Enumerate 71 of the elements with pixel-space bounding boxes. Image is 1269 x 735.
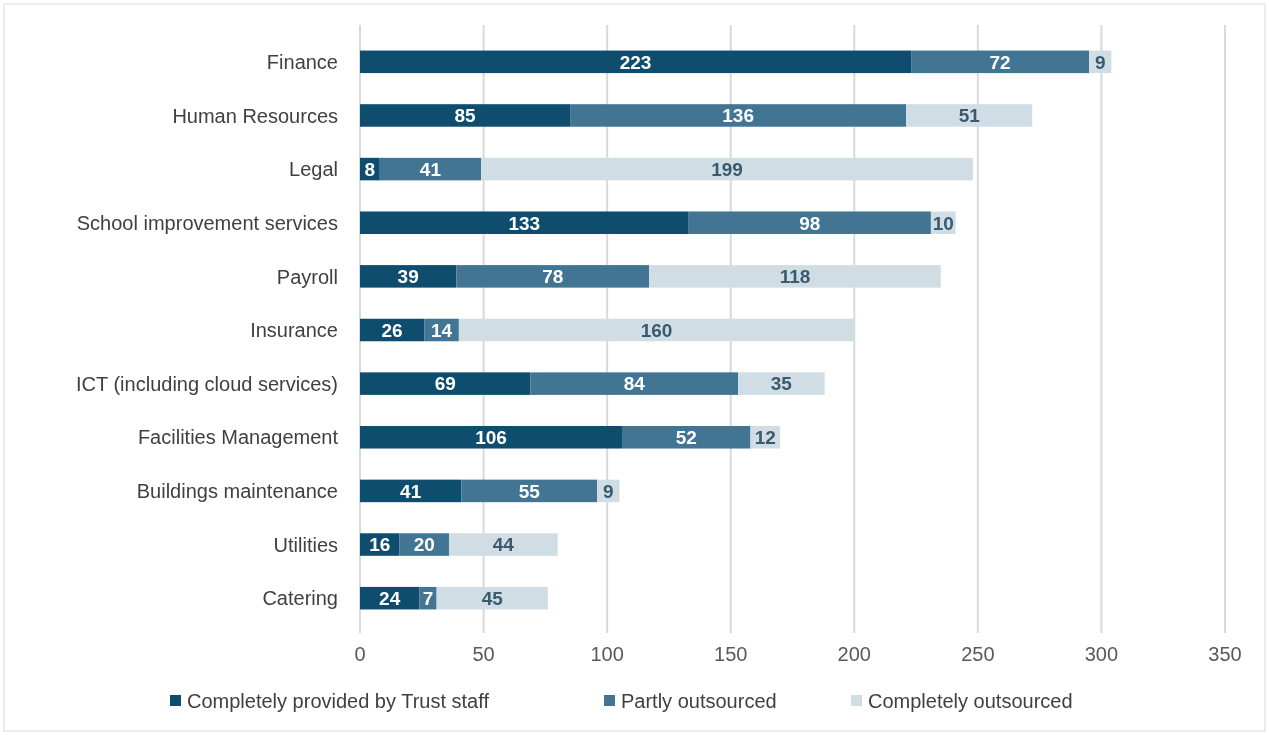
data-label: 84	[623, 373, 646, 395]
data-label: 24	[379, 588, 401, 610]
bar	[738, 372, 825, 395]
data-label: 8	[364, 158, 376, 180]
bar	[360, 50, 912, 74]
legend-label: Completely provided by Trust staff	[187, 690, 490, 713]
x-tick-label: 100	[590, 643, 624, 665]
bar	[360, 372, 531, 395]
data-label: 9	[1094, 51, 1106, 73]
data-label: 98	[799, 212, 821, 234]
bar	[688, 211, 931, 234]
data-label: 199	[711, 158, 743, 180]
y-tick-label: Facilities Management	[137, 426, 339, 449]
bar	[570, 104, 907, 127]
data-label: 118	[779, 266, 811, 288]
data-label: 85	[454, 105, 477, 127]
bar	[360, 211, 689, 234]
bar	[360, 265, 457, 288]
bar	[456, 265, 650, 288]
data-label: 39	[397, 266, 419, 288]
data-label: 10	[932, 212, 954, 234]
data-label: 52	[675, 427, 697, 449]
data-label: 7	[422, 588, 434, 610]
data-label: 55	[518, 480, 541, 502]
y-tick-label: Insurance	[250, 319, 338, 342]
data-label: 16	[369, 534, 391, 556]
bar	[621, 426, 751, 449]
bar	[530, 372, 739, 395]
data-label: 51	[958, 105, 981, 127]
data-label: 41	[400, 480, 422, 502]
data-label: 78	[542, 266, 564, 288]
data-label: 160	[640, 319, 673, 341]
x-tick-label: 350	[1208, 643, 1242, 665]
y-tick-label: Buildings maintenance	[136, 480, 338, 503]
data-label: 12	[754, 427, 776, 449]
data-label: 35	[770, 373, 793, 395]
y-tick-label: Legal	[289, 158, 338, 181]
data-label: 133	[508, 212, 541, 234]
x-tick-label: 200	[837, 643, 871, 665]
bar	[911, 50, 1090, 74]
data-label: 106	[475, 427, 507, 449]
bar	[360, 104, 571, 127]
data-label: 45	[481, 588, 504, 610]
y-tick-label: Finance	[266, 51, 338, 74]
data-label: 44	[492, 534, 515, 556]
x-tick-label: 250	[961, 643, 995, 665]
data-label: 69	[434, 373, 456, 395]
x-tick-label: 50	[472, 643, 495, 665]
x-tick-label: 300	[1084, 643, 1119, 665]
data-label: 136	[722, 105, 754, 127]
data-label: 14	[430, 319, 453, 341]
legend-label: Partly outsourced	[621, 690, 777, 713]
data-label: 223	[619, 51, 652, 73]
x-tick-label: 0	[354, 643, 366, 665]
bar	[360, 479, 462, 503]
x-tick-label: 150	[714, 643, 748, 665]
y-tick-label: School improvement services	[76, 211, 338, 234]
data-label: 26	[381, 319, 403, 341]
y-tick-label: Utilities	[273, 533, 338, 556]
data-label: 9	[603, 480, 614, 502]
data-label: 72	[989, 51, 1011, 73]
legend-label: Completely outsourced	[868, 690, 1073, 713]
y-tick-label: ICT (including cloud services)	[76, 372, 338, 395]
bar	[379, 157, 482, 181]
bar	[360, 426, 622, 449]
data-label: 20	[413, 534, 435, 556]
data-label: 41	[419, 158, 442, 180]
y-tick-label: Payroll	[276, 265, 338, 288]
bar	[461, 479, 598, 503]
y-tick-label: Catering	[262, 587, 338, 610]
y-tick-label: Human Resources	[172, 104, 338, 127]
